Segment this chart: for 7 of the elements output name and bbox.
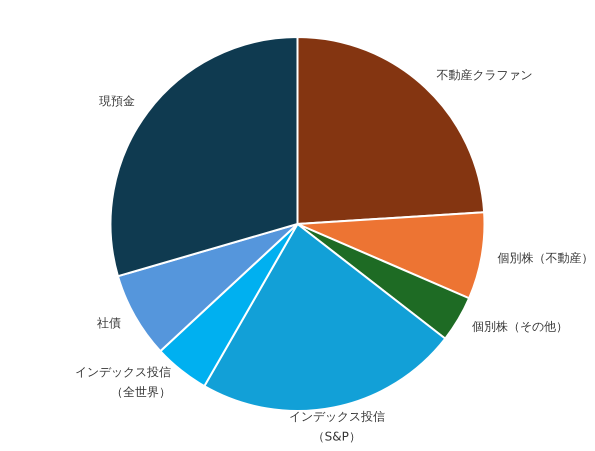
- slice-label: 社債: [96, 316, 121, 330]
- slice-label: 個別株（不動産）: [497, 251, 594, 266]
- slice-label: 個別株（その他）: [472, 319, 568, 334]
- slice-label: 現預金: [99, 94, 136, 108]
- slice-label: インデックス投信（S&P）: [288, 409, 385, 444]
- slice-label: 不動産クラファン: [436, 68, 532, 82]
- slice-label: インデックス投信（全世界）: [75, 364, 172, 399]
